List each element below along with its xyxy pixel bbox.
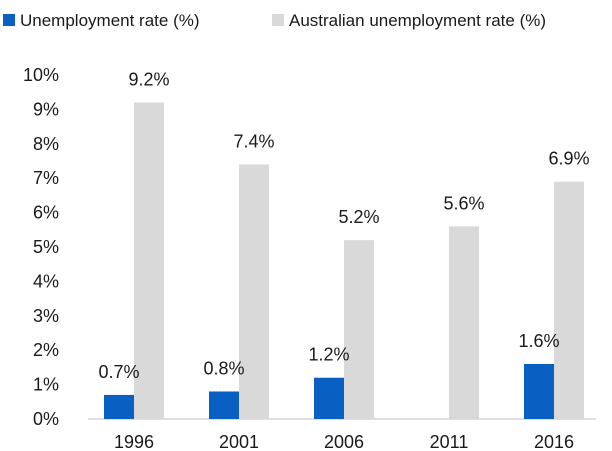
y-tick-label: 10% xyxy=(23,65,59,85)
x-tick-label: 1996 xyxy=(114,432,154,451)
x-tick-label: 2011 xyxy=(430,432,469,451)
bar-unemployment xyxy=(314,377,344,419)
y-tick-label: 3% xyxy=(33,306,59,326)
bars xyxy=(104,102,584,420)
y-tick-label: 9% xyxy=(33,99,59,119)
bar-unemployment xyxy=(524,363,554,419)
data-label-unemployment: 0.8% xyxy=(203,358,244,378)
legend-swatch-unemployment xyxy=(3,14,15,26)
data-label-australian: 9.2% xyxy=(128,70,169,90)
data-label-unemployment: 1.6% xyxy=(518,331,559,351)
y-tick-label: 1% xyxy=(33,375,59,395)
legend-label-australian: Australian unemployment rate (%) xyxy=(289,11,546,30)
data-labels: 0.7% 0.8% 1.2% 1.6% 9.2% 7.4% 5.2% 5.6% 6.9% xyxy=(98,70,589,382)
x-axis: 1996 2001 2006 2011 2016 xyxy=(114,432,574,451)
x-tick-label: 2016 xyxy=(534,432,574,451)
y-tick-label: 8% xyxy=(33,134,59,154)
bar-unemployment xyxy=(209,391,239,419)
bar-australian xyxy=(554,181,584,419)
y-tick-label: 2% xyxy=(33,340,59,360)
y-tick-label: 7% xyxy=(33,168,59,188)
legend-label-unemployment: Unemployment rate (%) xyxy=(20,11,200,30)
data-label-unemployment: 1.2% xyxy=(308,345,349,365)
y-axis: 0% 1% 2% 3% 4% 5% 6% 7% 8% 9% 10% xyxy=(23,65,59,429)
data-label-australian: 6.9% xyxy=(548,149,589,169)
bar-australian xyxy=(134,102,164,420)
data-label-unemployment: 0.7% xyxy=(98,362,139,382)
data-label-australian: 7.4% xyxy=(233,131,274,151)
legend-swatch-australian xyxy=(272,14,284,26)
bar-australian xyxy=(344,240,374,419)
y-tick-label: 6% xyxy=(33,203,59,223)
y-tick-label: 0% xyxy=(33,409,59,429)
y-tick-label: 5% xyxy=(33,237,59,257)
legend: Unemployment rate (%) Australian unemplo… xyxy=(3,11,546,30)
bar-unemployment xyxy=(104,394,134,419)
data-label-australian: 5.6% xyxy=(443,193,484,213)
bar-australian xyxy=(239,164,269,419)
bar-australian xyxy=(449,226,479,419)
x-tick-label: 2001 xyxy=(219,432,259,451)
x-tick-label: 2006 xyxy=(324,432,364,451)
data-label-australian: 5.2% xyxy=(338,207,379,227)
y-tick-label: 4% xyxy=(33,271,59,291)
